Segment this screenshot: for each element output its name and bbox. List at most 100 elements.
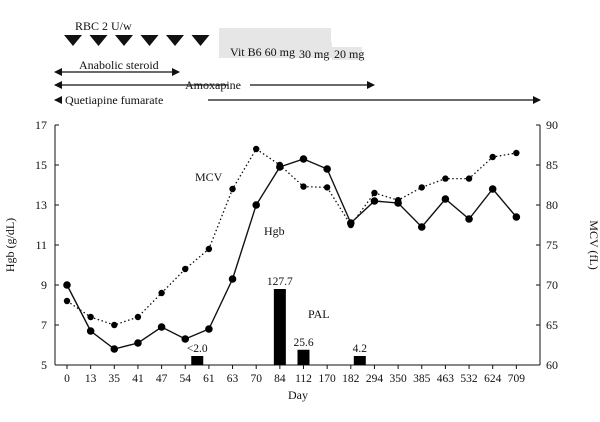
y-tick-right-label: 90 [546,118,558,132]
x-tick-label: 63 [227,373,239,385]
mcv-point [205,245,213,253]
vitb6-block-20mg [332,47,362,60]
hgb-point [512,213,521,221]
mcv-point [418,184,425,191]
mcv-point [442,175,449,182]
pal-bar [353,356,366,365]
hgb-point [134,339,142,347]
mcv-point [87,313,94,321]
pal-bar-label: 25.6 [293,337,313,349]
hgb-series [63,155,521,353]
hgb-point [370,197,379,205]
pal-bars: <2.0 127.7 25.6 4.2 [187,276,367,365]
y-tick-left-label: 15 [35,158,47,172]
y-tick-left-label: 17 [35,118,47,132]
y-tick-left-label: 11 [35,238,47,252]
x-tick-label: 112 [295,373,312,385]
vitb6-label-30mg: 30 mg [299,47,329,61]
x-axis-label: Day [288,388,308,402]
x-tick-label: 463 [437,373,455,385]
hgb-point [323,165,331,173]
anabolic-steroid-label: Anabolic steroid [79,58,159,72]
mcv-point [253,145,260,153]
mcv-point [465,175,473,182]
hgb-line [66,158,517,350]
mcv-point [371,189,378,197]
vitb6-label-20mg: 20 mg [334,47,364,61]
hgb-point [228,275,237,283]
x-ticks: 0 13 35 41 47 54 61 63 70 84 112 170 182 294 350 385 463… [64,365,525,385]
y-tick-left-label: 9 [41,278,47,292]
x-tick-label: 170 [319,373,337,385]
hgb-point [417,223,426,231]
x-tick-label: 350 [389,373,407,385]
rbc-label: RBC 2 U/w [75,19,132,33]
x-tick-label: 84 [274,373,286,385]
hgb-point [488,185,497,193]
pal-bar-label: 4.2 [353,343,368,355]
vitb6-label-60mg: Vit B6 60 mg [230,45,295,59]
mcv-series [63,145,520,329]
y-tick-left-label: 13 [35,198,47,212]
hgb-point [299,155,308,163]
hgb-point [394,199,402,207]
hgb-point [110,345,119,353]
pal-bar [191,356,204,365]
mcv-point [323,184,331,191]
rbc-marker [115,35,133,46]
vitb6-blocks: Vit B6 60 mg 30 mg 20 mg [219,28,364,61]
mcv-point [513,149,520,157]
mcv-point [300,183,307,190]
vitb6-block-30mg [296,42,332,58]
mcv-point [134,313,142,321]
amoxapine-arrow: Amoxapine [54,78,375,92]
mcv-line [66,148,517,326]
x-tick-label: 182 [342,373,360,385]
hgb-series-label: Hgb [264,224,285,238]
y-axis-left-label: Hgb (g/dL) [3,218,17,272]
rbc-marker [166,35,184,46]
x-tick-label: 35 [109,373,121,385]
hgb-point [276,163,284,171]
y-tick-right-label: 70 [546,278,558,292]
anabolic-steroid-arrow: Anabolic steroid [54,58,180,76]
mcv-point [158,289,165,297]
x-tick-label: 41 [132,373,144,385]
y-axis-right-label: MCV (fL) [587,220,600,269]
rbc-marker [191,35,210,46]
pal-bar-label: 127.7 [267,276,293,288]
hgb-point [86,327,95,335]
hgb-point [347,219,355,227]
x-tick-label: 624 [484,373,502,385]
y-tick-left-label: 5 [41,358,47,372]
hgb-point [63,281,71,289]
x-tick-label: 0 [64,373,70,385]
mcv-point [229,185,236,193]
pal-bar [297,349,310,365]
x-tick-label: 54 [180,373,192,385]
y-tick-right-label: 80 [546,198,558,212]
x-tick-label: 13 [85,373,97,385]
x-tick-label: 61 [203,373,215,385]
mcv-series-label: MCV [195,170,223,184]
hgb-point [465,215,473,223]
right-y-ticks: 60 65 70 75 80 85 90 [536,118,558,372]
amoxapine-label: Amoxapine [185,78,241,92]
y-tick-left-label: 7 [41,318,47,332]
quetiapine-arrow: Quetiapine fumarate [54,93,541,107]
treatment-timeline: RBC 2 U/w Vit B6 60 mg 30 mg 20 mg Anabo… [54,19,541,107]
rbc-marker [64,35,82,46]
hgb-point [441,195,450,203]
hgb-point [157,323,166,331]
hgb-point [252,201,260,209]
x-tick-label: 385 [413,373,431,385]
x-tick-label: 70 [250,373,262,385]
hgb-point [205,325,213,333]
left-y-ticks: 5 7 9 11 13 15 17 [35,118,59,372]
rbc-marker [89,35,108,46]
quetiapine-label: Quetiapine fumarate [65,93,163,107]
mcv-point [111,321,118,329]
mcv-point [489,153,496,161]
rbc-marker [140,35,159,46]
y-tick-right-label: 75 [546,238,558,252]
